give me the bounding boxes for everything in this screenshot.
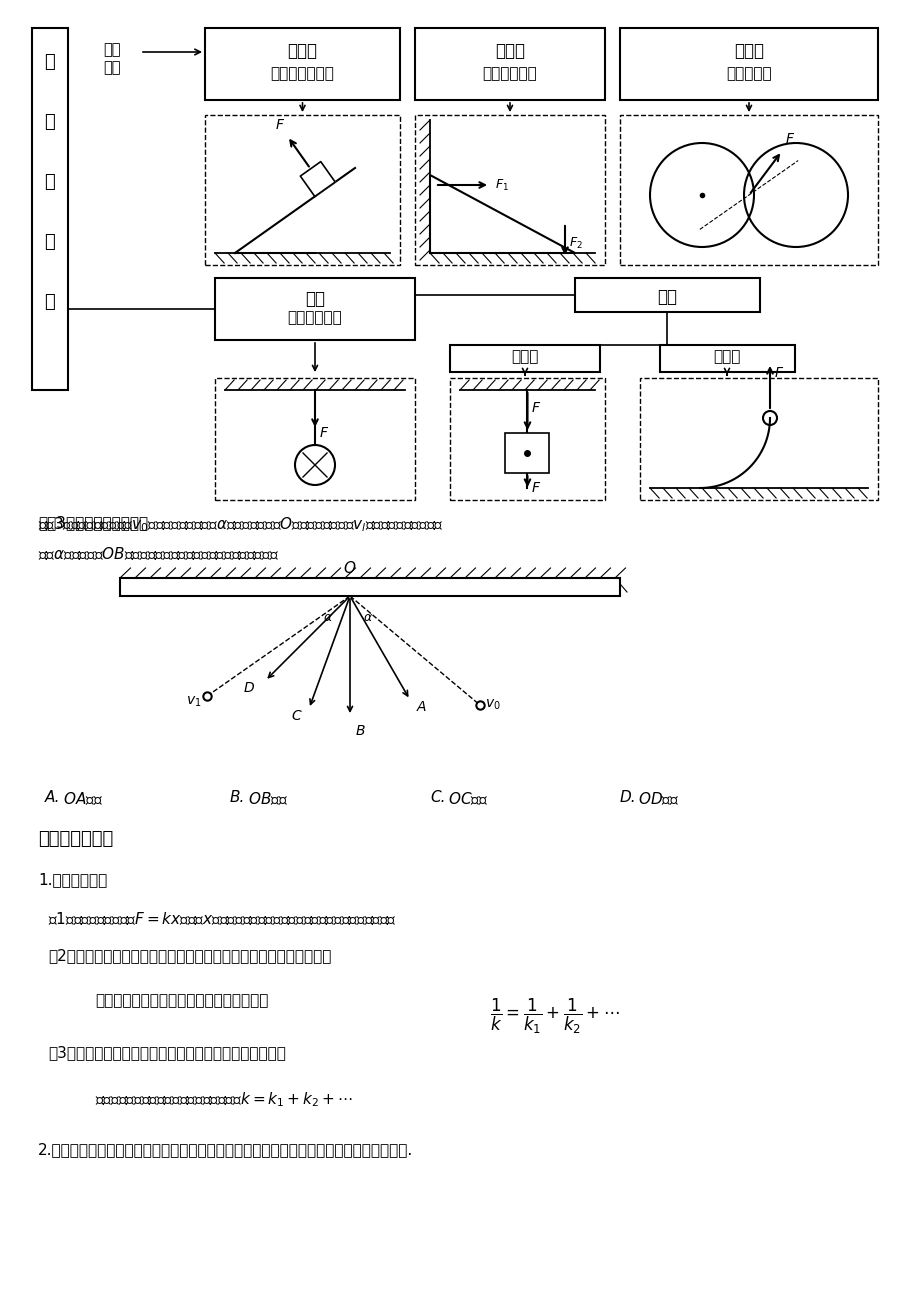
Text: $OB$方向: $OB$方向 <box>248 790 288 807</box>
Bar <box>619 29 877 100</box>
Text: $F$: $F$ <box>531 480 541 495</box>
Text: $F$: $F$ <box>773 366 783 380</box>
Text: C.: C. <box>429 790 445 805</box>
Text: $\dfrac{1}{k}=\dfrac{1}{k_1}+\dfrac{1}{k_2}+\cdots$: $\dfrac{1}{k}=\dfrac{1}{k_1}+\dfrac{1}{k… <box>490 997 619 1036</box>
Text: $OC$方向: $OC$方向 <box>448 790 488 807</box>
Text: 向: 向 <box>45 293 55 311</box>
Text: 可沿杆: 可沿杆 <box>511 349 539 365</box>
Text: $F$: $F$ <box>319 426 329 440</box>
Text: $\alpha$: $\alpha$ <box>363 611 372 624</box>
Text: 垂直于切面: 垂直于切面 <box>725 66 771 81</box>
Text: $F$: $F$ <box>275 118 285 133</box>
Text: （1）由胡克定律知弹力$F=kx$，其中$x$为弹簧的形变量，而不是伸长或压缩后弹簧的总长度；: （1）由胡克定律知弹力$F=kx$，其中$x$为弹簧的形变量，而不是伸长或压缩后… <box>48 910 396 927</box>
Text: B.: B. <box>230 790 245 805</box>
Text: 不沿杆: 不沿杆 <box>712 349 740 365</box>
Text: $\alpha$: $\alpha$ <box>323 611 333 624</box>
Bar <box>449 345 599 372</box>
Text: $v_1$: $v_1$ <box>186 694 201 708</box>
Text: 轻绳: 轻绳 <box>305 290 324 309</box>
Bar <box>205 115 400 266</box>
Text: 2.非弹簧类弹力：根据运动状态和其他受力情况，利用平衡条件或牛顿第二定律来综合确定.: 2.非弹簧类弹力：根据运动状态和其他受力情况，利用平衡条件或牛顿第二定律来综合确… <box>38 1142 413 1157</box>
Text: 【例3】台球沿桌面以速度$v_0$的速度与球桌边框成$\alpha$角撞击击框上的$O$点，反弹后速度为$v_l$，方向与球桌边框夹角: 【例3】台球沿桌面以速度$v_0$的速度与球桌边框成$\alpha$角撞击击框上… <box>38 516 443 534</box>
Text: $C$: $C$ <box>290 708 302 723</box>
Text: $F_1$: $F_1$ <box>494 177 508 193</box>
Text: （3）弹簧并联时，各弹簧的形变量相等，弹力一般不同。: （3）弹簧并联时，各弹簧的形变量相等，弹力一般不同。 <box>48 1046 286 1060</box>
Text: 1.弹簧类弹力：: 1.弹簧类弹力： <box>38 872 108 887</box>
Text: 力: 力 <box>45 113 55 132</box>
Text: 点与面: 点与面 <box>494 42 525 60</box>
Text: $v_0$: $v_0$ <box>484 698 500 712</box>
Bar <box>640 378 877 500</box>
Polygon shape <box>429 174 574 253</box>
Text: 的: 的 <box>45 173 55 191</box>
Text: A.: A. <box>45 790 61 805</box>
Bar <box>619 115 877 266</box>
Bar <box>414 29 605 100</box>
Text: $OA$方向: $OA$方向 <box>62 790 103 807</box>
Text: 接触: 接触 <box>103 42 120 57</box>
Text: $A$: $A$ <box>415 700 426 713</box>
Text: 点与点: 点与点 <box>733 42 763 60</box>
Text: $F_2$: $F_2$ <box>568 236 582 250</box>
Bar <box>215 279 414 340</box>
Text: $OD$方向: $OD$方向 <box>637 790 678 807</box>
Text: 仍为$\alpha$，如图所示$OB$垂直桌边，则桌边给球的弹力方向为（　　）: 仍为$\alpha$，如图所示$OB$垂直桌边，则桌边给球的弹力方向为（ ） <box>38 546 278 561</box>
Text: 方式: 方式 <box>103 60 120 76</box>
Text: $D$: $D$ <box>243 681 255 695</box>
Text: 弹: 弹 <box>45 53 55 72</box>
Text: 方: 方 <box>45 233 55 251</box>
Text: $O$: $O$ <box>343 560 357 575</box>
Text: 垂直公共接触面: 垂直公共接触面 <box>270 66 335 81</box>
Text: （2）弹簧串联时，各弹簧的弹力大小相等，弹簧的形变量一般不同；: （2）弹簧串联时，各弹簧的弹力大小相等，弹簧的形变量一般不同； <box>48 948 331 963</box>
Text: 串联后弹簧的劲度系数类似电阻并联公式：: 串联后弹簧的劲度系数类似电阻并联公式： <box>95 993 268 1008</box>
Text: D.: D. <box>619 790 636 805</box>
Text: 四、弹力的大小: 四、弹力的大小 <box>38 829 113 848</box>
Text: $F$: $F$ <box>531 401 541 415</box>
Bar <box>505 434 549 473</box>
Text: 面与面: 面与面 <box>287 42 317 60</box>
Bar <box>659 345 794 372</box>
Text: 并联后弹簧的劲度系数类似电阻串联公式：$k=k_1+k_2+\cdots$: 并联后弹簧的劲度系数类似电阻串联公式：$k=k_1+k_2+\cdots$ <box>95 1090 353 1109</box>
Bar <box>32 29 68 391</box>
Text: $B$: $B$ <box>355 724 365 738</box>
Bar <box>414 115 605 266</box>
Polygon shape <box>300 161 335 197</box>
Bar <box>215 378 414 500</box>
Text: $F$: $F$ <box>784 132 794 146</box>
Bar <box>574 279 759 312</box>
Text: 【例3】台球沿桌面以速度: 【例3】台球沿桌面以速度 <box>38 516 148 530</box>
Text: 沿绳收缩方向: 沿绳收缩方向 <box>288 310 342 326</box>
Text: 过点垂直于面: 过点垂直于面 <box>482 66 537 81</box>
Text: 轻杆: 轻杆 <box>656 288 676 306</box>
Bar <box>119 578 619 596</box>
Bar <box>205 29 400 100</box>
Bar <box>449 378 605 500</box>
